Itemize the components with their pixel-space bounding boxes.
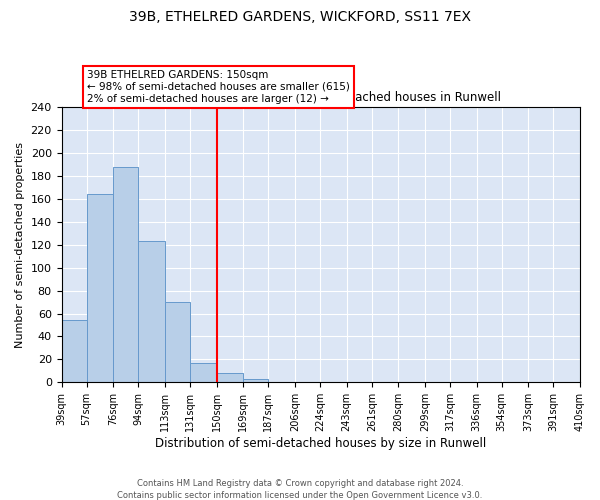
Bar — [86, 194, 113, 382]
Bar — [190, 363, 217, 382]
Text: 39B ETHELRED GARDENS: 150sqm
← 98% of semi-detached houses are smaller (615)
2% : 39B ETHELRED GARDENS: 150sqm ← 98% of se… — [86, 70, 350, 104]
Bar — [113, 166, 139, 382]
Bar — [217, 373, 243, 382]
X-axis label: Distribution of semi-detached houses by size in Runwell: Distribution of semi-detached houses by … — [155, 437, 487, 450]
Text: Contains HM Land Registry data © Crown copyright and database right 2024.
Contai: Contains HM Land Registry data © Crown c… — [118, 478, 482, 500]
Bar — [243, 379, 268, 382]
Bar — [139, 241, 165, 382]
Text: 39B, ETHELRED GARDENS, WICKFORD, SS11 7EX: 39B, ETHELRED GARDENS, WICKFORD, SS11 7E… — [129, 10, 471, 24]
Bar — [165, 302, 190, 382]
Y-axis label: Number of semi-detached properties: Number of semi-detached properties — [15, 142, 25, 348]
Title: Size of property relative to semi-detached houses in Runwell: Size of property relative to semi-detach… — [141, 92, 501, 104]
Bar — [62, 320, 86, 382]
